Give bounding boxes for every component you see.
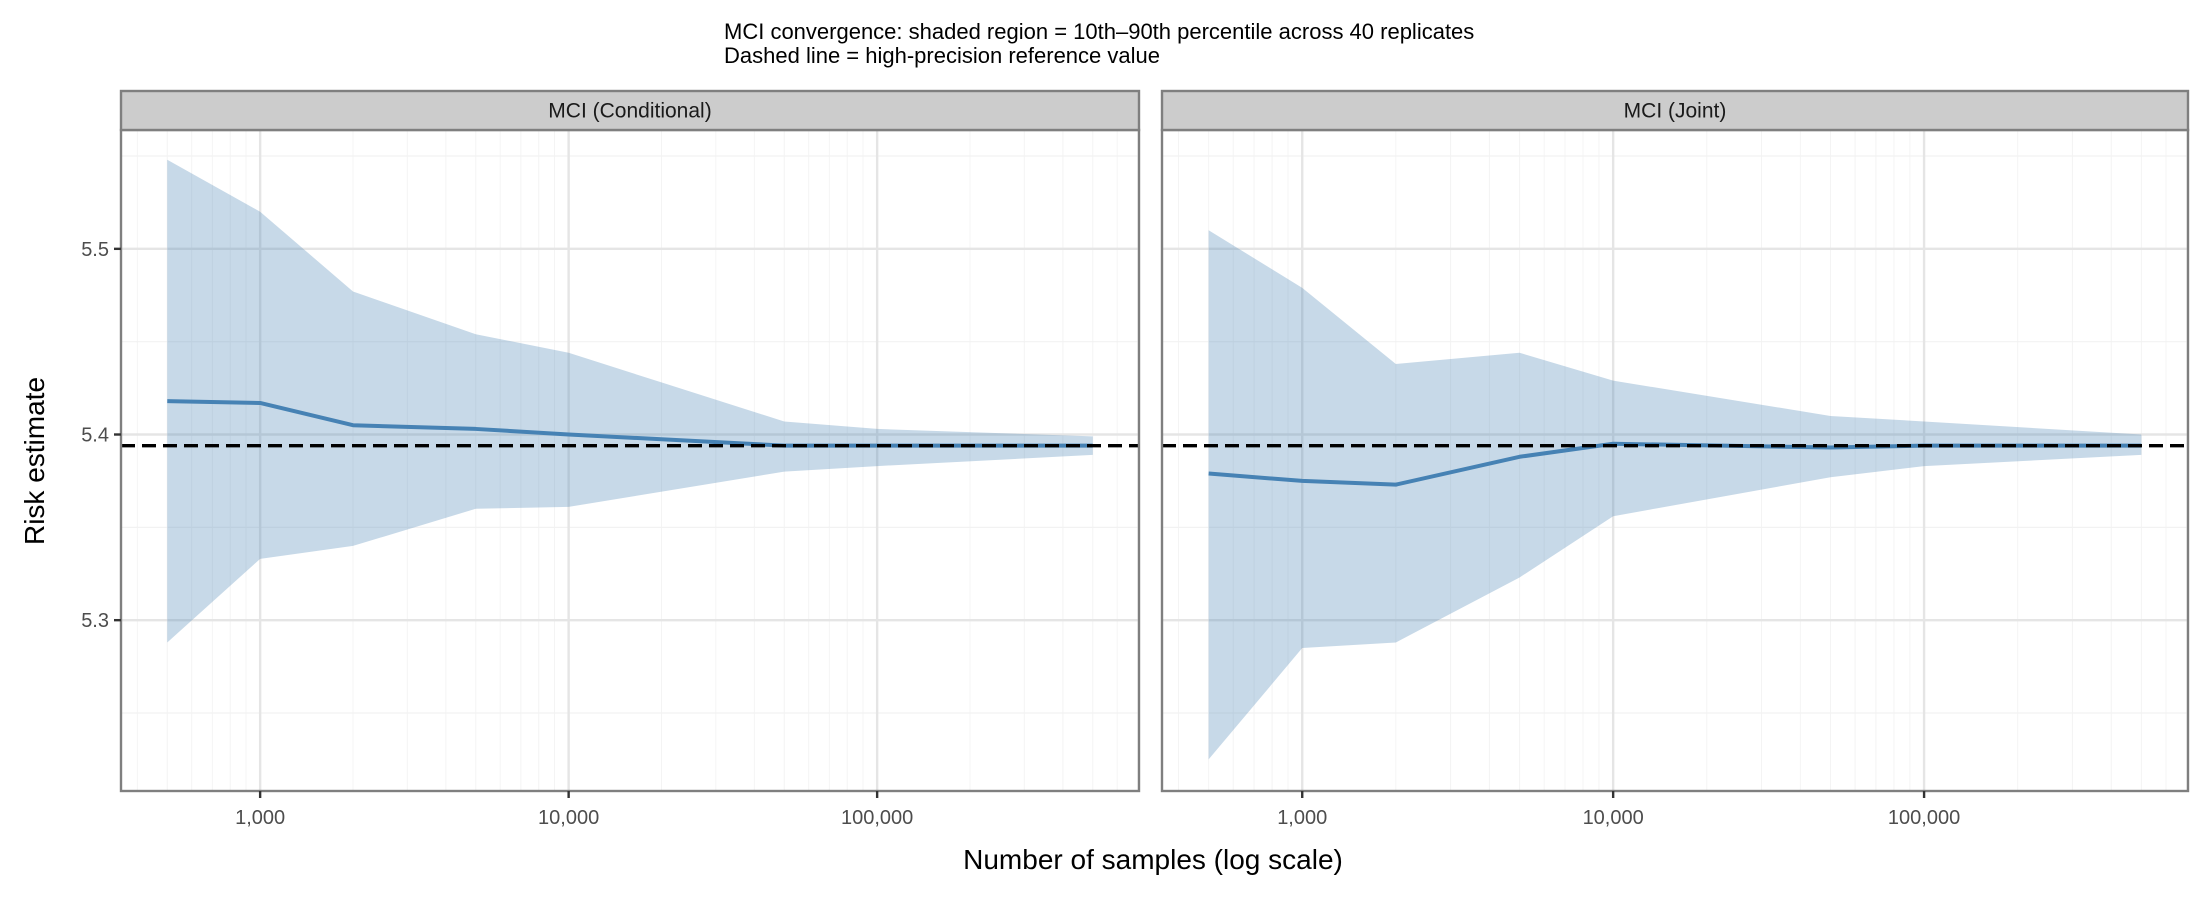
y-tick-label: 5.3 [81,610,109,632]
panel-joint: MCI (Joint) 1,000 10,000 100,000 [1160,89,2190,829]
y-tick-label: 5.4 [81,425,109,447]
facet-strip [1160,89,2190,132]
x-tick-label: 1,000 [1277,807,1327,829]
facet-strip-label: MCI (Joint) [1624,100,1727,123]
x-tick-label: 100,000 [1888,807,1960,829]
x-tick-label: 10,000 [538,807,599,829]
percentile-band [1208,230,2142,760]
panel-conditional: MCI (Conditional) 1,000 10,000 100,000 5.3 5.… [81,89,1141,829]
chart-subtitle: Dashed line = high-precision reference v… [724,43,1160,68]
facet-strip-label: MCI (Conditional) [548,100,711,123]
x-tick-label: 100,000 [841,807,913,829]
x-tick-label: 1,000 [235,807,285,829]
facet-strip [119,89,1141,132]
panel-background [121,130,1139,791]
y-tick-label: 5.5 [81,239,109,261]
x-tick-label: 10,000 [1583,807,1644,829]
chart-title: MCI convergence: shaded region = 10th–90… [724,19,1474,44]
percentile-band [167,159,1093,643]
x-axis-title: Number of samples (log scale) [963,844,1343,875]
panel-background [1162,130,2188,791]
y-axis-title: Risk estimate [19,377,50,545]
